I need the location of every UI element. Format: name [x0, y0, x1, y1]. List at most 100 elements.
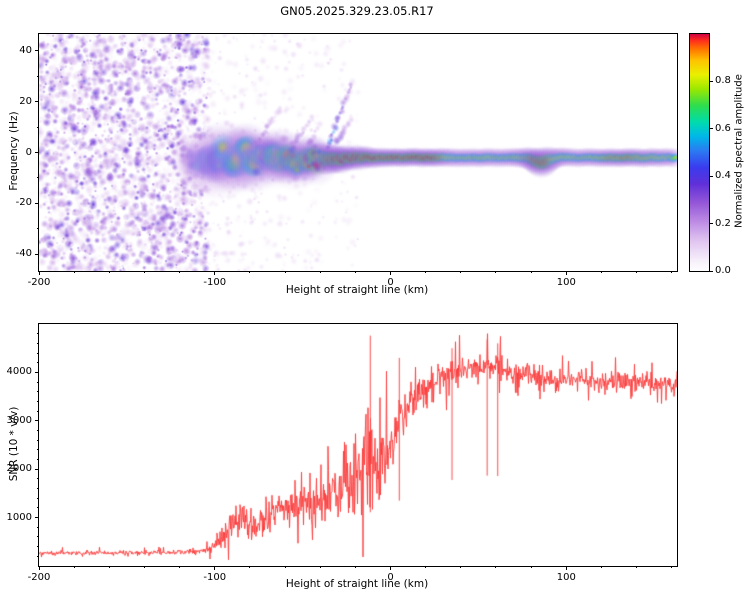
y-tick-label: 0: [25, 146, 32, 158]
x-minor-tick-mark: [600, 271, 602, 273]
x-minor-tick-mark: [460, 566, 462, 568]
x-minor-tick-mark: [319, 271, 321, 273]
snr-x-axis-label: Height of straight line (km): [285, 578, 429, 590]
y-minor-tick-mark: [37, 177, 39, 179]
colorbar-tick-mark: [709, 128, 713, 130]
y-minor-tick-mark: [37, 391, 39, 393]
snr-panel: -200 -100 0 100 1000 2000 3000 4000: [7, 323, 678, 583]
x-tick-label: 0: [387, 572, 394, 583]
x-minor-tick-mark: [530, 566, 532, 568]
y-minor-tick-mark: [37, 228, 39, 230]
y-minor-tick-mark: [37, 497, 39, 499]
y-tick-mark: [35, 253, 39, 255]
figure-title: GN05.2025.329.23.05.R17: [280, 4, 434, 18]
x-tick-mark: [565, 271, 567, 275]
colorbar-tick-mark: [709, 80, 713, 82]
y-tick-label: 4000: [6, 366, 32, 378]
y-minor-tick-mark: [37, 507, 39, 509]
x-minor-tick-mark: [425, 271, 427, 273]
colorbar-label: Normalized spectral amplitude: [733, 74, 745, 228]
y-minor-tick-mark: [37, 333, 39, 335]
y-minor-tick-mark: [37, 342, 39, 344]
x-tick-mark: [38, 566, 40, 570]
x-minor-tick-mark: [179, 566, 181, 568]
y-minor-tick-mark: [37, 536, 39, 538]
colorbar-tick-label: 0.4: [715, 170, 731, 182]
x-tick-label: 100: [556, 277, 576, 288]
colorbar-tick-mark: [709, 175, 713, 177]
y-minor-tick-mark: [37, 526, 39, 528]
x-minor-tick-mark: [249, 271, 251, 273]
x-minor-tick-mark: [284, 566, 286, 568]
x-tick-label: -100: [203, 277, 227, 288]
y-tick-mark: [35, 517, 39, 519]
y-minor-tick-mark: [37, 410, 39, 412]
x-minor-tick-mark: [249, 566, 251, 568]
x-minor-tick-mark: [671, 271, 673, 273]
x-tick-label: -100: [203, 572, 227, 583]
spectrogram-panel: -200 -100 0 100 -40 -20 0 20 40: [16, 33, 678, 288]
y-tick-mark: [35, 50, 39, 52]
x-tick-label: -200: [27, 277, 51, 288]
y-minor-tick-mark: [37, 459, 39, 461]
y-tick-label: 20: [19, 95, 32, 107]
y-tick-label: 2000: [6, 463, 32, 475]
snr-canvas: [39, 324, 677, 566]
y-minor-tick-mark: [37, 362, 39, 364]
y-minor-tick-mark: [37, 352, 39, 354]
y-minor-tick-mark: [37, 381, 39, 383]
x-minor-tick-mark: [73, 566, 75, 568]
colorbar-canvas: [690, 34, 709, 271]
x-minor-tick-mark: [73, 271, 75, 273]
x-minor-tick-mark: [108, 271, 110, 273]
x-minor-tick-mark: [636, 271, 638, 273]
x-minor-tick-mark: [284, 271, 286, 273]
y-minor-tick-mark: [37, 126, 39, 128]
colorbar: 0.0 0.2 0.4 0.6 0.8: [689, 33, 731, 276]
x-tick-label: 0: [387, 277, 394, 288]
x-minor-tick-mark: [354, 271, 356, 273]
x-tick-label: 100: [556, 572, 576, 583]
x-minor-tick-mark: [319, 566, 321, 568]
y-minor-tick-mark: [37, 449, 39, 451]
y-tick-label: 1000: [6, 511, 32, 523]
spectrogram-y-axis-label: Frequency (Hz): [8, 111, 20, 191]
y-minor-tick-mark: [37, 439, 39, 441]
colorbar-tick-mark: [709, 270, 713, 272]
y-minor-tick-mark: [37, 478, 39, 480]
y-minor-tick-mark: [37, 75, 39, 77]
y-minor-tick-mark: [37, 488, 39, 490]
x-tick-mark: [565, 566, 567, 570]
y-tick-mark: [35, 468, 39, 470]
snr-y-axis-label: SNR (10 * v/v): [8, 406, 20, 482]
x-tick-mark: [214, 271, 216, 275]
y-tick-mark: [35, 371, 39, 373]
y-tick-label: -40: [15, 248, 32, 260]
x-minor-tick-mark: [354, 566, 356, 568]
colorbar-tick-label: 0.2: [715, 217, 731, 229]
x-tick-mark: [214, 566, 216, 570]
colorbar-tick-label: 0.8: [715, 75, 731, 87]
x-minor-tick-mark: [495, 271, 497, 273]
spectrogram-x-axis-label: Height of straight line (km): [285, 284, 429, 296]
colorbar-tick-mark: [709, 223, 713, 225]
y-tick-mark: [35, 420, 39, 422]
y-tick-label: 3000: [6, 414, 32, 426]
y-minor-tick-mark: [37, 400, 39, 402]
x-tick-mark: [390, 566, 391, 570]
x-minor-tick-mark: [530, 271, 532, 273]
colorbar-tick-label: 0.6: [715, 122, 731, 134]
x-minor-tick-mark: [143, 271, 145, 273]
x-minor-tick-mark: [600, 566, 602, 568]
y-minor-tick-mark: [37, 546, 39, 548]
x-minor-tick-mark: [671, 566, 673, 568]
x-minor-tick-mark: [636, 566, 638, 568]
y-tick-mark: [35, 101, 39, 103]
x-minor-tick-mark: [495, 566, 497, 568]
x-minor-tick-mark: [425, 566, 427, 568]
x-tick-label: -200: [27, 572, 51, 583]
y-tick-mark: [35, 202, 39, 204]
colorbar-tick-label: 0.0: [715, 265, 731, 276]
y-tick-label: -20: [15, 197, 32, 209]
